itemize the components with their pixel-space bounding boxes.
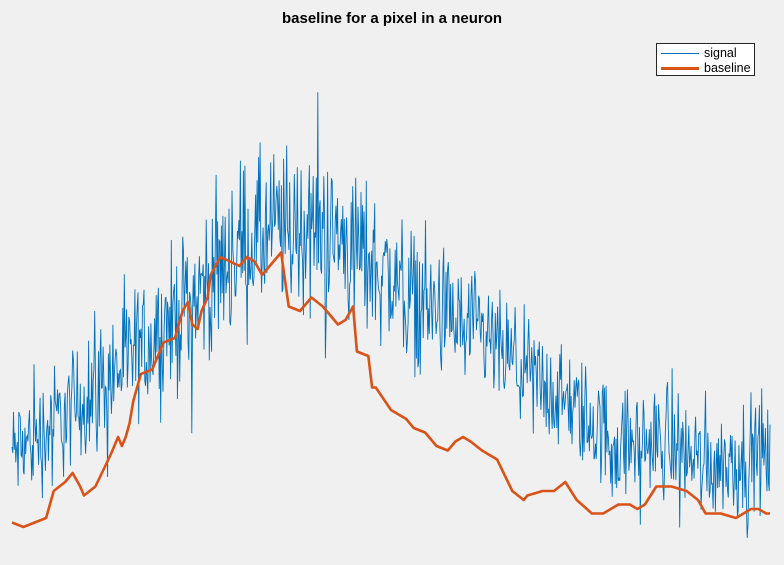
- legend-item-signal: signal: [661, 46, 737, 60]
- legend: signal baseline: [656, 43, 755, 76]
- legend-label-baseline: baseline: [704, 61, 751, 75]
- signal-line: [11, 92, 771, 538]
- baseline-line: [11, 251, 770, 529]
- legend-swatch-signal: [661, 52, 699, 54]
- legend-item-baseline: baseline: [661, 61, 751, 75]
- legend-swatch-baseline: [661, 66, 699, 70]
- chart-title: baseline for a pixel in a neuron: [281, 10, 503, 27]
- legend-label-signal: signal: [704, 46, 737, 60]
